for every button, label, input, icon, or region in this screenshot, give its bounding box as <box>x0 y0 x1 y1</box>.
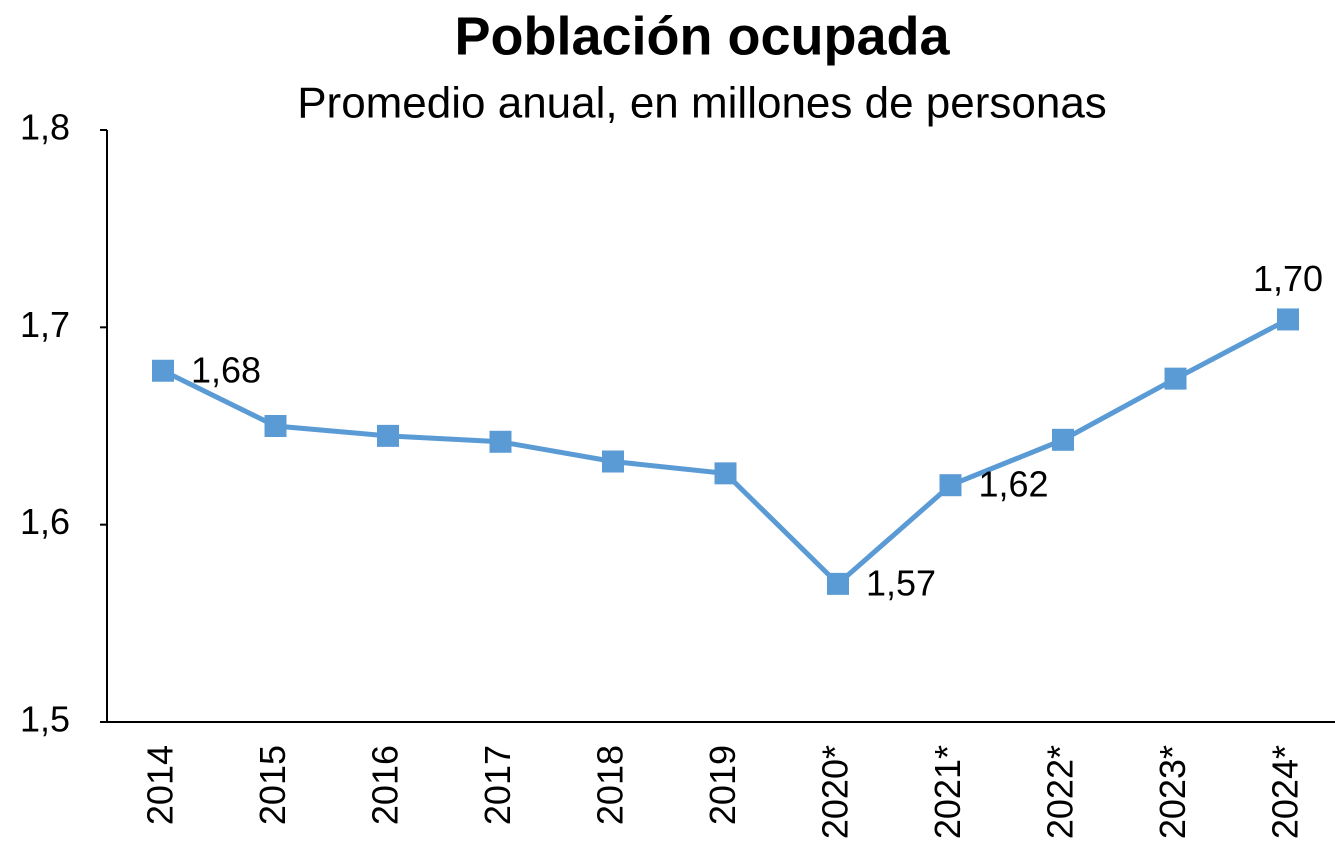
x-tick-label: 2018 <box>590 745 631 825</box>
y-tick-label: 1,6 <box>20 501 70 542</box>
chart-subtitle: Promedio anual, en millones de personas <box>297 79 1107 128</box>
y-tick-label: 1,7 <box>20 304 70 345</box>
marker <box>1277 308 1299 331</box>
data-label: 1,70 <box>1253 258 1323 299</box>
marker <box>602 450 624 473</box>
marker <box>714 462 737 485</box>
x-tick-label: 2017 <box>477 745 518 825</box>
x-tick-label: 2024* <box>1265 745 1306 839</box>
data-label: 1,68 <box>191 349 261 390</box>
x-tick-label: 2014 <box>140 745 181 825</box>
marker <box>377 424 399 447</box>
marker <box>1052 428 1074 451</box>
marker <box>827 572 849 595</box>
x-tick-label: 2021* <box>927 745 968 839</box>
x-tick-label: 2020* <box>815 745 856 839</box>
marker <box>939 474 962 497</box>
x-tick-label: 2015 <box>252 745 293 825</box>
x-tick-label: 2022* <box>1040 745 1081 839</box>
line <box>161 317 1290 588</box>
marker <box>1164 367 1187 390</box>
data-label: 1,62 <box>979 464 1049 505</box>
data-label: 1,57 <box>866 562 936 603</box>
x-tick-label: 2019 <box>702 745 743 825</box>
chart-title: Población ocupada <box>454 6 950 66</box>
x-tick-label: 2023* <box>1152 745 1193 839</box>
y-tick-label: 1,5 <box>20 699 70 740</box>
x-tick-label: 2016 <box>365 745 406 825</box>
y-tick-label: 1,8 <box>20 107 70 148</box>
marker <box>152 359 174 382</box>
marker <box>264 415 287 437</box>
marker <box>489 430 512 453</box>
